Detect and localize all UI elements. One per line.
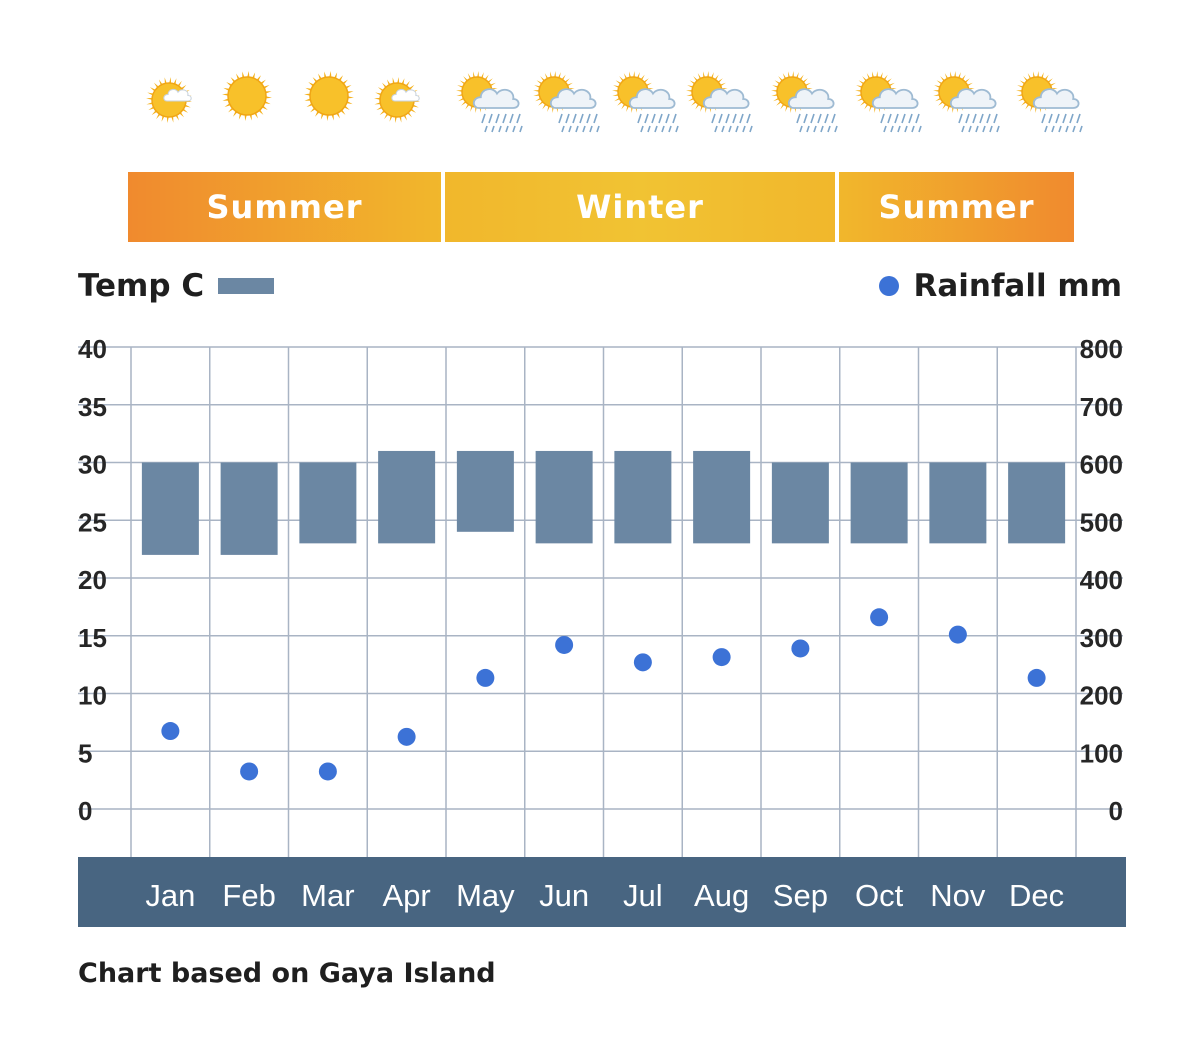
sun-rain-icon [760, 60, 840, 160]
legend-rain-dot [879, 276, 900, 296]
temp-bar-may [456, 450, 514, 532]
legend-rain: Rainfall mm [879, 268, 1122, 304]
legend-temp: Temp C [78, 268, 275, 304]
rain-point-oct [870, 608, 889, 627]
rain-point-dec [1027, 668, 1046, 687]
season-summer-3: Summer [839, 172, 1074, 242]
rain-point-jul [633, 653, 652, 672]
temp-bar-nov [929, 462, 987, 544]
y-left-tick-label: 30 [78, 450, 107, 480]
rain-points [161, 608, 1046, 781]
y-right-tick-label: 500 [1080, 507, 1123, 537]
temp-bar-jan [141, 462, 199, 555]
season-band: Summer Winter Summer [128, 172, 1074, 242]
temp-bar-feb [220, 462, 278, 555]
sun-rain-icon [601, 60, 681, 160]
temp-bar-jun [535, 450, 593, 544]
y-right-tick-label: 200 [1080, 681, 1123, 711]
sun-cloud-icon [359, 60, 439, 160]
month-label-oct: Oct [855, 878, 904, 913]
legend-temp-label: Temp C [78, 268, 205, 304]
y-right-tick-label: 300 [1080, 623, 1123, 653]
y-left-tick-label: 20 [78, 565, 107, 595]
temp-bars [141, 450, 1066, 555]
y-left-tick-label: 10 [78, 681, 107, 711]
temp-bar-aug [693, 450, 751, 544]
y-right-tick-label: 100 [1080, 738, 1123, 768]
month-label-may: May [456, 878, 515, 913]
rain-point-nov [948, 625, 967, 644]
rain-point-feb [240, 762, 259, 781]
season-winter-2: Winter [445, 172, 835, 242]
y-right-tick-label: 0 [1109, 796, 1123, 826]
temp-bar-apr [378, 450, 436, 544]
sun-rain-icon [1005, 60, 1085, 160]
month-labels: Jan Feb Mar Apr May Jun Jul Aug Sep Oct Nov Dec [145, 878, 1064, 913]
month-label-jan: Jan [145, 878, 195, 913]
month-label-mar: Mar [301, 878, 354, 913]
rain-point-may [476, 668, 495, 687]
y-left-tick-label: 0 [78, 796, 92, 826]
month-label-nov: Nov [930, 878, 986, 913]
rain-point-mar [318, 762, 337, 781]
temp-bar-dec [1008, 462, 1066, 544]
sun-rain-icon [922, 60, 1002, 160]
grid [78, 346, 1123, 857]
rain-point-sep [791, 639, 810, 658]
season-summer-1: Summer [128, 172, 441, 242]
rain-point-apr [397, 727, 416, 746]
legend-temp-swatch [218, 278, 275, 294]
y-right-tick-label: 600 [1080, 450, 1123, 480]
sun-rain-icon [675, 60, 755, 160]
temp-bar-mar [299, 462, 357, 544]
sun-icon [289, 60, 369, 160]
month-label-feb: Feb [222, 878, 275, 913]
sun-cloud-icon [131, 60, 211, 160]
y-left-tick-label: 40 [78, 334, 107, 364]
month-label-sep: Sep [773, 878, 828, 913]
y-left-tick-label: 15 [78, 623, 107, 653]
y-right-tick-label: 800 [1080, 334, 1123, 364]
month-label-jul: Jul [623, 878, 663, 913]
temp-bar-oct [850, 462, 908, 544]
y-right-tick-label: 400 [1080, 565, 1123, 595]
weather-icons-row [0, 60, 1200, 160]
y-left-tick-label: 5 [78, 738, 92, 768]
temp-bar-sep [771, 462, 829, 544]
y-left-ticks: 0 5 10 15 20 25 30 35 40 [78, 334, 107, 826]
y-left-tick-label: 25 [78, 507, 107, 537]
rain-point-aug [712, 648, 731, 667]
month-label-apr: Apr [383, 878, 431, 913]
rain-point-jun [555, 635, 574, 654]
y-right-ticks: 0 100 200 300 400 500 600 700 800 [1080, 334, 1123, 826]
month-label-jun: Jun [539, 878, 589, 913]
sun-rain-icon [445, 60, 525, 160]
sun-rain-icon [844, 60, 924, 160]
chart-caption: Chart based on Gaya Island [78, 958, 496, 989]
month-axis-bar [78, 857, 1126, 927]
legend-rain-label: Rainfall mm [913, 268, 1122, 304]
sun-icon [207, 60, 287, 160]
rain-point-jan [161, 722, 180, 741]
temp-bar-jul [614, 450, 672, 544]
month-label-aug: Aug [694, 878, 749, 913]
month-label-dec: Dec [1009, 878, 1064, 913]
y-left-tick-label: 35 [78, 392, 107, 422]
sun-rain-icon [522, 60, 602, 160]
y-right-tick-label: 700 [1080, 392, 1123, 422]
